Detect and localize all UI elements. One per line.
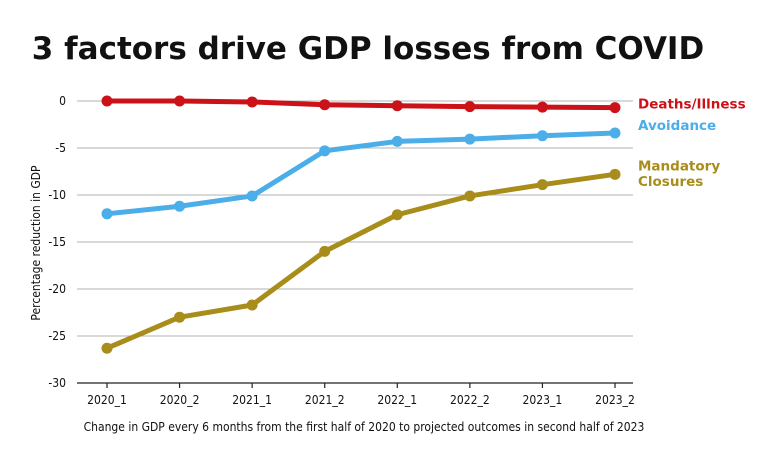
data-point: [319, 245, 331, 257]
x-tick-label: 2021_2: [305, 393, 345, 407]
x-tick-label: 2022_2: [450, 393, 490, 407]
series-avoidance: [101, 127, 621, 220]
chart-title: 3 factors drive GDP losses from COVID: [32, 31, 704, 67]
data-point: [174, 95, 186, 107]
legend-label: Deaths/Illness: [638, 97, 746, 113]
y-axis-label: Percentage reduction in GDP: [29, 165, 43, 321]
x-tick-label: 2022_1: [377, 393, 417, 407]
y-tick-label: -15: [48, 235, 66, 249]
grid-layer: [77, 100, 633, 384]
series-mandatory-closures: [101, 168, 621, 354]
data-point: [101, 95, 113, 107]
data-point: [246, 96, 258, 108]
data-point: [609, 127, 621, 139]
data-point: [391, 135, 403, 147]
y-tick-label: 0: [59, 94, 66, 108]
data-point: [464, 190, 476, 202]
data-point: [101, 342, 113, 354]
x-tick-label: 2020_1: [87, 393, 127, 407]
data-point: [319, 99, 331, 111]
legend-label: Closures: [638, 174, 703, 190]
data-point: [536, 179, 548, 191]
x-axis-label: Change in GDP every 6 months from the fi…: [84, 420, 645, 434]
data-point: [536, 101, 548, 113]
y-tick-label: -10: [48, 188, 66, 202]
data-point: [464, 101, 476, 113]
data-point: [174, 200, 186, 212]
x-tick-label: 2023_1: [523, 393, 563, 407]
legend-label: Avoidance: [638, 118, 716, 134]
data-point: [391, 100, 403, 112]
y-tick-label: -5: [55, 141, 66, 155]
y-tick-label: -30: [48, 376, 66, 390]
series-layer: [101, 95, 621, 354]
series-line: [104, 98, 618, 111]
data-point: [609, 168, 621, 180]
y-tick-label: -25: [48, 329, 66, 343]
x-tick-label: 2021_1: [232, 393, 272, 407]
series-line: [104, 130, 618, 217]
data-point: [246, 190, 258, 202]
data-point: [536, 130, 548, 142]
y-tick-label: -20: [48, 282, 66, 296]
legend-label: Mandatory: [638, 158, 720, 174]
data-point: [609, 102, 621, 114]
data-point: [174, 311, 186, 323]
data-point: [319, 145, 331, 157]
series-line: [104, 171, 618, 351]
x-tick-label: 2023_2: [595, 393, 635, 407]
data-point: [391, 209, 403, 221]
y-axis-ticks: 0 -5 -10 -15 -20 -25 -30: [48, 94, 66, 390]
x-axis-ticks: 2020_1 2020_2 2021_1 2021_2 2022_1 2022_2 2023…: [87, 383, 635, 407]
data-point: [246, 299, 258, 311]
x-tick-label: 2020_2: [160, 393, 200, 407]
data-point: [101, 208, 113, 220]
data-point: [464, 133, 476, 145]
series-deaths-illness: [101, 95, 621, 114]
